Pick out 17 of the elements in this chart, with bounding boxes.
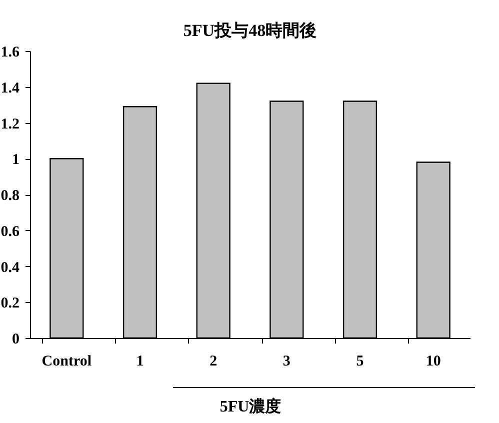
y-tick-label: 1.2 [0, 116, 20, 132]
chart-title: 5FU投与48時間後 [183, 21, 317, 40]
y-tick-label: 0.8 [0, 188, 20, 204]
y-tick-label: 1 [12, 152, 20, 168]
x-tick-label: 5 [356, 354, 364, 370]
x-tick-label: 10 [426, 354, 441, 370]
x-tick-label: 3 [282, 354, 290, 370]
y-tick-label: 0.2 [0, 296, 20, 312]
x-tick-label: 2 [210, 354, 218, 370]
x-tick-label: 1 [136, 354, 144, 370]
y-tick-label: 1.6 [0, 44, 20, 60]
x-axis-title: 5FU濃度 [220, 396, 282, 416]
y-tick-label: 1.4 [0, 80, 20, 96]
x-tick-label: Control [42, 354, 92, 370]
y-tick-label: 0.4 [0, 260, 20, 276]
y-tick-label: 0 [12, 332, 20, 348]
y-tick-label: 0.6 [0, 224, 20, 240]
